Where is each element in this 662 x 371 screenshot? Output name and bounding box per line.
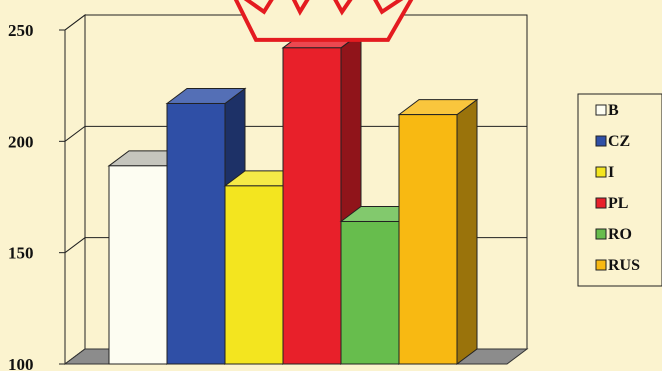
bar-side bbox=[456, 98, 478, 365]
bar-front bbox=[224, 185, 284, 365]
y-tick-label: 150 bbox=[8, 244, 34, 263]
bar-front bbox=[282, 47, 342, 365]
legend-label: RUS bbox=[608, 257, 640, 274]
legend-label: RO bbox=[608, 226, 632, 243]
legend-swatch bbox=[595, 104, 607, 116]
legend-swatch bbox=[595, 197, 607, 209]
y-axis-ticks: 100 150 200 250 bbox=[8, 21, 34, 371]
legend-swatch bbox=[595, 228, 607, 240]
bar-front bbox=[166, 102, 226, 365]
bars bbox=[107, 31, 479, 365]
y-tick-label: 200 bbox=[8, 132, 34, 151]
legend-label: B bbox=[608, 102, 619, 119]
legend-label: I bbox=[608, 164, 614, 181]
legend-label: PL bbox=[608, 195, 628, 212]
legend-item-rus: RUS bbox=[595, 257, 640, 274]
bar-front bbox=[398, 114, 458, 365]
legend-item-pl: PL bbox=[595, 195, 628, 212]
side-wall bbox=[64, 14, 86, 365]
y-tick-label: 250 bbox=[8, 21, 34, 40]
legend-item-b: B bbox=[595, 102, 619, 119]
bar-front bbox=[108, 165, 168, 365]
legend-swatch bbox=[595, 259, 607, 271]
legend-item-cz: CZ bbox=[595, 133, 630, 150]
legend: B CZ I PL RO RUS bbox=[577, 93, 662, 287]
gridline bbox=[64, 125, 527, 142]
legend-swatch bbox=[595, 135, 607, 147]
bar-front bbox=[340, 220, 400, 365]
legend-item-ro: RO bbox=[595, 226, 632, 243]
legend-label: CZ bbox=[608, 133, 630, 150]
legend-item-i: I bbox=[595, 164, 614, 181]
starburst-shape bbox=[233, 0, 414, 42]
legend-box bbox=[577, 93, 662, 287]
legend-swatch bbox=[595, 166, 607, 178]
starburst-annotation bbox=[233, 0, 414, 42]
bar-rus bbox=[397, 98, 479, 365]
y-tick-label: 100 bbox=[8, 355, 34, 371]
